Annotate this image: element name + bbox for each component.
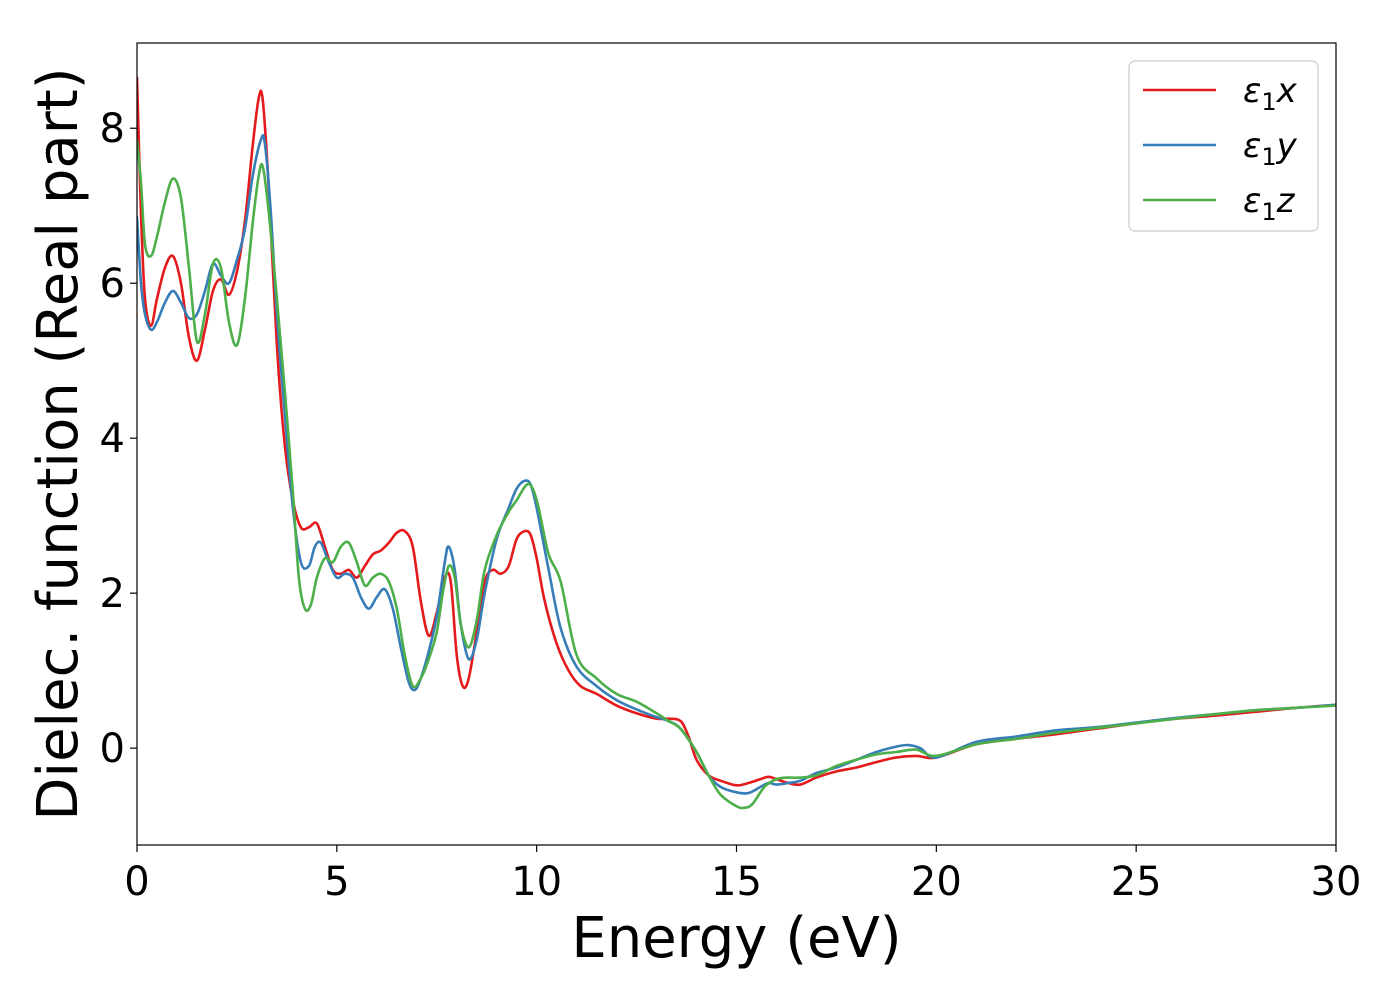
y-tick-label: 8 bbox=[100, 106, 125, 152]
legend-box bbox=[1128, 60, 1319, 232]
x-tick-label: 10 bbox=[511, 859, 562, 905]
x-tick-label: 30 bbox=[1311, 859, 1362, 905]
y-tick-label: 2 bbox=[100, 571, 125, 617]
legend-label-y: ε1y bbox=[1243, 126, 1298, 171]
x-tick-label: 25 bbox=[1111, 859, 1162, 905]
y-axis-label: Dielec. function (Real part) bbox=[26, 67, 91, 820]
series-line-y bbox=[137, 133, 1336, 795]
series-line-z bbox=[137, 138, 1336, 810]
legend-label-z: ε1z bbox=[1243, 181, 1296, 226]
legend-label-x: ε1x bbox=[1243, 71, 1298, 116]
y-tick-label: 0 bbox=[100, 726, 125, 772]
legend: ε1x ε1y ε1z bbox=[1128, 60, 1319, 232]
series-layer bbox=[137, 76, 1336, 810]
x-tick-label: 20 bbox=[911, 859, 962, 905]
tick-layer: 0 5 10 15 20 25 30 0 2 4 6 8 bbox=[100, 106, 1362, 905]
x-tick-label: 15 bbox=[711, 859, 762, 905]
x-tick-label: 0 bbox=[124, 859, 149, 905]
y-tick-label: 4 bbox=[100, 416, 125, 462]
y-tick-label: 6 bbox=[100, 261, 125, 307]
x-tick-label: 5 bbox=[324, 859, 349, 905]
x-axis-label: Energy (eV) bbox=[571, 906, 901, 971]
